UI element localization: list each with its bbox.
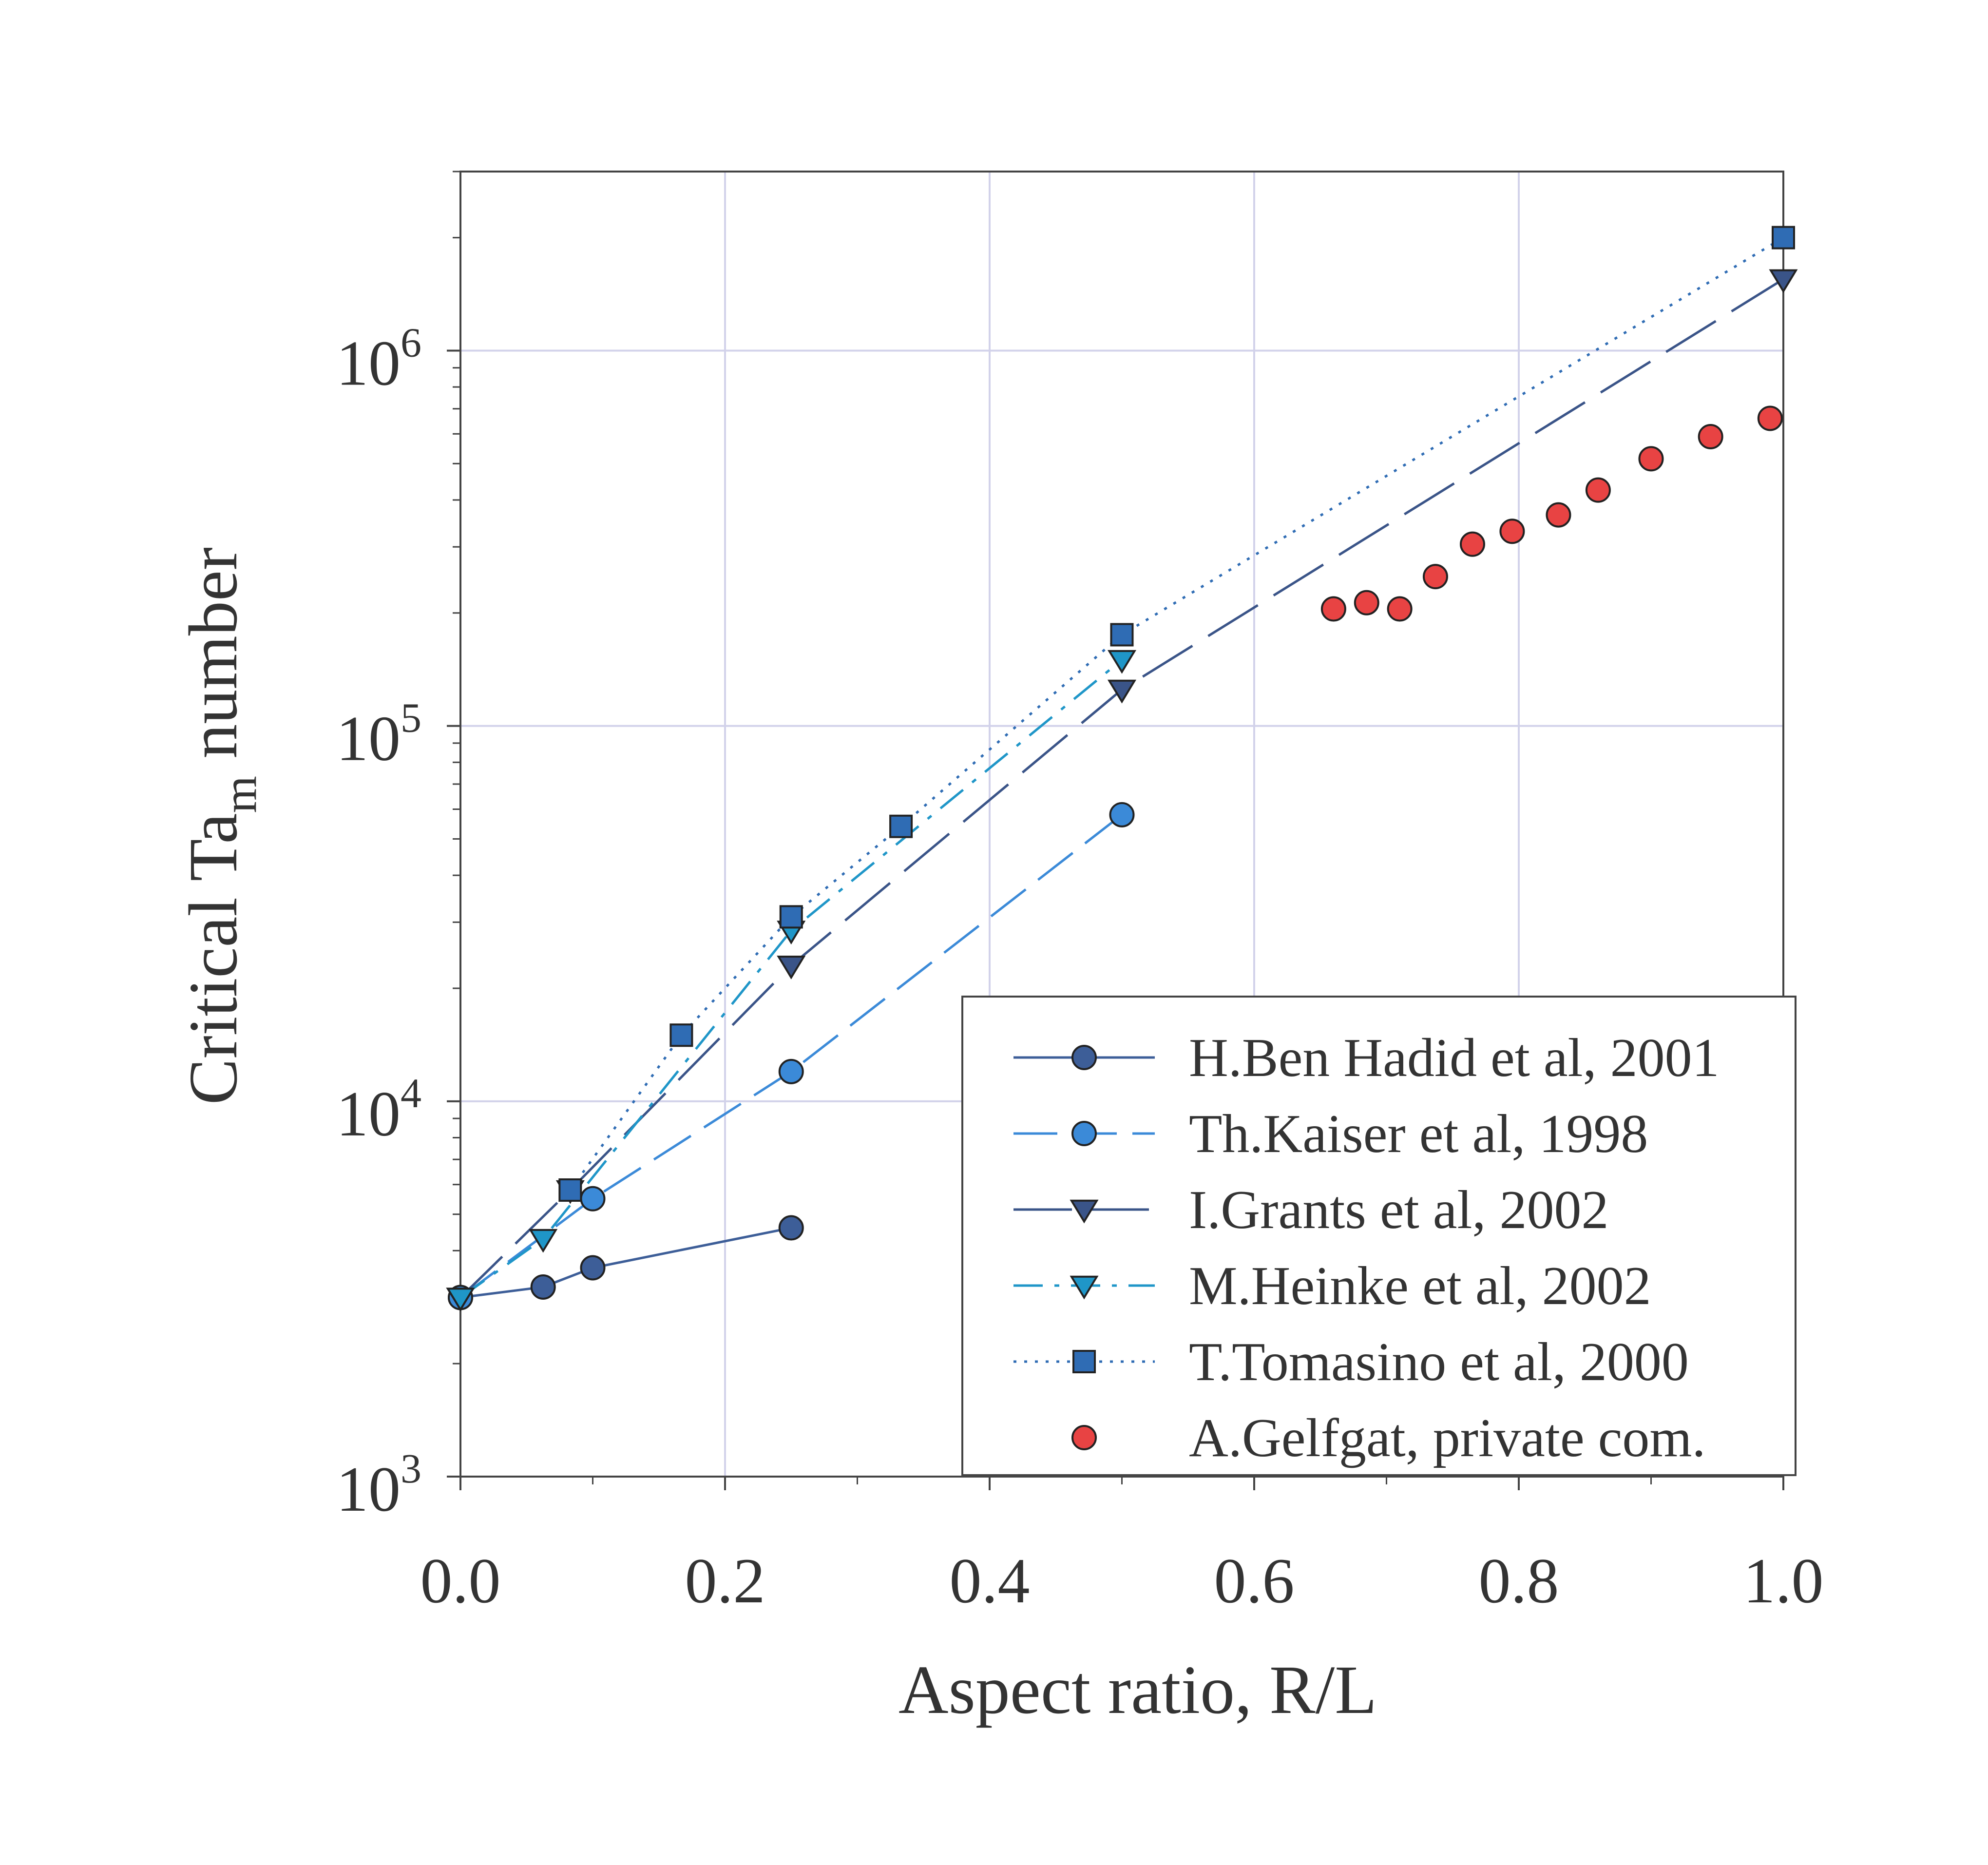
legend-marker xyxy=(1071,1121,1097,1146)
y-tick-label-base: 10 xyxy=(336,327,401,399)
y-tick-label-exponent: 6 xyxy=(401,319,421,365)
data-point xyxy=(1772,226,1795,250)
data-point xyxy=(1422,564,1448,590)
x-axis-title: Aspect ratio, R/L xyxy=(898,1651,1377,1728)
x-tick-label: 1.0 xyxy=(1743,1545,1824,1616)
legend-label: Th.Kaiser et al, 1998 xyxy=(1189,1104,1648,1164)
legend-item: Th.Kaiser et al, 1998 xyxy=(1013,1104,1648,1164)
x-tick-label: 0.4 xyxy=(950,1545,1030,1616)
legend-label: T.Tomasino et al, 2000 xyxy=(1189,1332,1689,1392)
legend-item: I.Grants et al, 2002 xyxy=(1013,1180,1609,1240)
data-point xyxy=(1320,596,1346,622)
y-tick-label: 105 xyxy=(336,694,421,774)
series-line xyxy=(459,813,1123,1299)
legend-label: I.Grants et al, 2002 xyxy=(1189,1180,1609,1240)
y-tick-label: 106 xyxy=(336,319,421,399)
data-point xyxy=(778,1215,804,1241)
y-axis-title: Critical Tam number xyxy=(174,547,267,1105)
data-point xyxy=(1585,477,1611,503)
data-point xyxy=(669,1023,693,1047)
legend-marker xyxy=(1072,1350,1096,1373)
legend-box xyxy=(961,996,1797,1476)
data-point xyxy=(777,956,806,980)
data-point xyxy=(1499,519,1525,544)
series-1 xyxy=(448,1215,804,1310)
series-6 xyxy=(1320,405,1783,622)
data-point xyxy=(580,1255,606,1281)
data-point xyxy=(1107,650,1137,674)
legend-label: A.Gelfgat, private com. xyxy=(1189,1408,1706,1468)
data-point xyxy=(580,1186,606,1211)
data-point xyxy=(1387,596,1413,622)
data-point xyxy=(1769,269,1798,293)
legend-marker xyxy=(1070,1275,1099,1300)
x-tick-label: 0.0 xyxy=(421,1545,501,1616)
legend-marker xyxy=(1071,1045,1097,1070)
data-point xyxy=(1698,423,1723,449)
y-axis-title-main: Critical Ta xyxy=(174,813,251,1105)
y-tick-label-exponent: 5 xyxy=(401,694,421,741)
data-point xyxy=(530,1274,556,1300)
series-layer xyxy=(446,226,1798,1312)
data-point xyxy=(1107,679,1137,704)
series-line xyxy=(459,659,1123,1299)
legend-label: H.Ben Hadid et al, 2001 xyxy=(1189,1028,1720,1088)
legend-item: H.Ben Hadid et al, 2001 xyxy=(1013,1028,1720,1088)
series-5 xyxy=(558,226,1795,1202)
data-point xyxy=(889,814,913,838)
legend-marker xyxy=(1071,1425,1097,1450)
y-tick-label-exponent: 3 xyxy=(401,1445,421,1492)
data-point xyxy=(1110,623,1134,647)
legend-item: A.Gelfgat, private com. xyxy=(1071,1408,1706,1468)
legend-item: M.Heinke et al, 2002 xyxy=(1013,1256,1651,1316)
y-tick-label-base: 10 xyxy=(336,1453,401,1525)
y-axis-title-end: number xyxy=(174,547,251,776)
data-point xyxy=(1354,590,1379,615)
y-tick-label: 103 xyxy=(336,1445,421,1525)
data-point xyxy=(529,1229,558,1253)
data-point xyxy=(1757,405,1783,431)
data-point xyxy=(446,1288,475,1312)
legend: H.Ben Hadid et al, 2001 Th.Kaiser et al, … xyxy=(961,996,1797,1476)
y-axis-title-subscript: m xyxy=(214,776,267,813)
x-tick-label: 0.6 xyxy=(1214,1545,1295,1616)
legend-marker xyxy=(1070,1199,1099,1224)
data-point xyxy=(778,1058,804,1084)
x-tick-label: 0.2 xyxy=(685,1545,765,1616)
data-point xyxy=(1109,802,1135,827)
data-point xyxy=(1546,502,1571,528)
y-tick-label: 104 xyxy=(336,1070,421,1150)
legend-item: T.Tomasino et al, 2000 xyxy=(1013,1332,1689,1392)
legend-label: M.Heinke et al, 2002 xyxy=(1189,1256,1651,1316)
y-tick-label-base: 10 xyxy=(336,1078,401,1150)
y-tick-label-exponent: 4 xyxy=(401,1070,421,1116)
data-point xyxy=(1459,531,1485,557)
x-tick-label: 0.8 xyxy=(1479,1545,1559,1616)
data-point xyxy=(558,1178,582,1202)
data-point xyxy=(779,905,803,929)
series-line xyxy=(460,1227,792,1299)
y-tick-label-base: 10 xyxy=(336,703,401,774)
data-point xyxy=(1638,446,1664,472)
axis-ticks xyxy=(447,171,1784,1490)
